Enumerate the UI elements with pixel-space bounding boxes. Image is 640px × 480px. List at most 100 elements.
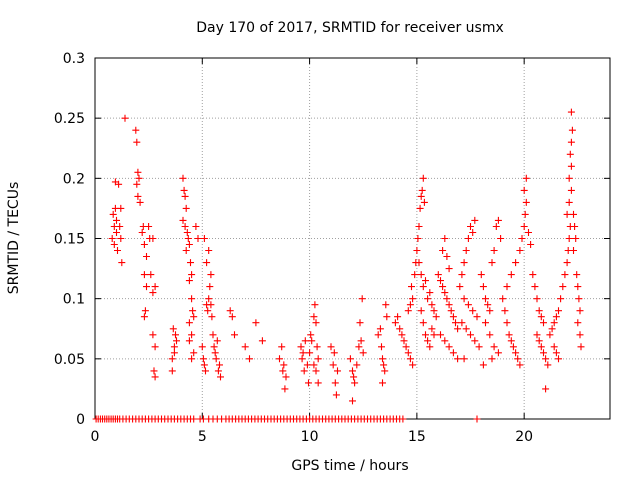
data-point <box>241 343 249 351</box>
data-point <box>518 235 526 242</box>
y-tick-label: 0.05 <box>54 352 85 368</box>
data-point <box>117 204 125 212</box>
data-point <box>439 283 447 291</box>
data-point <box>205 295 213 303</box>
data-point <box>441 289 449 297</box>
data-point <box>353 361 361 369</box>
data-point <box>187 259 194 267</box>
data-point <box>452 319 459 327</box>
data-point <box>546 331 554 339</box>
data-point <box>314 355 322 363</box>
x-tick-label: 15 <box>408 429 426 445</box>
data-point <box>185 319 193 327</box>
data-point <box>330 349 338 357</box>
data-point <box>467 331 474 339</box>
data-point <box>379 355 386 363</box>
data-point <box>382 301 390 309</box>
y-tick-label: 0.25 <box>54 111 85 127</box>
data-point <box>535 307 543 315</box>
data-point <box>428 325 436 333</box>
data-point <box>404 307 412 315</box>
data-point <box>212 355 220 363</box>
data-point <box>408 283 415 291</box>
data-point <box>469 229 477 236</box>
data-point <box>151 343 159 351</box>
data-point <box>574 283 582 291</box>
data-point <box>332 391 340 399</box>
data-point <box>140 271 148 279</box>
y-tick-label: 0.3 <box>63 51 85 67</box>
data-point <box>190 415 198 423</box>
data-point <box>417 271 425 279</box>
data-point <box>282 373 290 381</box>
data-point <box>355 343 363 351</box>
data-point <box>464 235 472 242</box>
data-points <box>92 108 585 423</box>
data-point <box>464 301 472 309</box>
data-point <box>210 343 218 351</box>
data-point <box>359 349 367 357</box>
data-point <box>183 229 191 236</box>
data-point <box>190 313 198 321</box>
data-point <box>226 307 234 315</box>
data-point <box>179 174 187 182</box>
data-point <box>565 174 573 182</box>
data-point <box>327 343 335 351</box>
data-point <box>179 216 187 224</box>
data-point <box>445 265 453 273</box>
data-point <box>414 235 422 242</box>
data-point <box>537 313 545 321</box>
data-point <box>181 223 189 230</box>
data-point <box>447 307 455 315</box>
data-point <box>299 349 307 357</box>
data-point <box>520 223 528 230</box>
data-point <box>312 367 320 375</box>
data-point <box>211 349 219 357</box>
data-point <box>206 283 214 291</box>
data-point <box>521 210 529 218</box>
data-point <box>143 253 150 260</box>
y-tick-label: 0.2 <box>63 171 85 187</box>
data-point <box>573 271 581 279</box>
data-point <box>416 204 424 212</box>
data-point <box>571 223 579 230</box>
data-point <box>313 343 321 351</box>
data-point <box>449 313 457 321</box>
data-point <box>398 331 406 339</box>
data-point <box>297 343 305 351</box>
data-point <box>456 283 464 291</box>
data-point <box>402 343 410 351</box>
data-point <box>252 319 260 327</box>
data-point <box>380 361 388 369</box>
data-point <box>281 385 289 393</box>
data-point <box>168 355 176 363</box>
data-point <box>574 319 582 327</box>
data-point <box>531 283 539 291</box>
data-point <box>149 289 157 297</box>
data-point <box>113 216 120 224</box>
data-point <box>419 283 427 291</box>
data-point <box>378 343 385 351</box>
data-point <box>548 325 556 333</box>
data-point <box>185 277 193 285</box>
data-point <box>200 361 208 369</box>
data-point <box>173 337 180 345</box>
data-point <box>428 301 436 309</box>
data-point <box>576 331 584 339</box>
data-point <box>533 331 541 339</box>
data-point <box>134 192 142 200</box>
data-point <box>522 198 530 206</box>
data-point <box>140 313 148 321</box>
data-point <box>133 138 141 146</box>
data-point <box>460 355 468 363</box>
data-point <box>555 307 562 315</box>
data-point <box>501 307 509 315</box>
data-point <box>520 186 528 194</box>
data-point <box>301 337 309 345</box>
data-point <box>149 235 157 242</box>
data-point <box>346 355 354 363</box>
data-point <box>188 295 196 303</box>
data-point <box>542 355 550 363</box>
data-point <box>113 229 120 236</box>
